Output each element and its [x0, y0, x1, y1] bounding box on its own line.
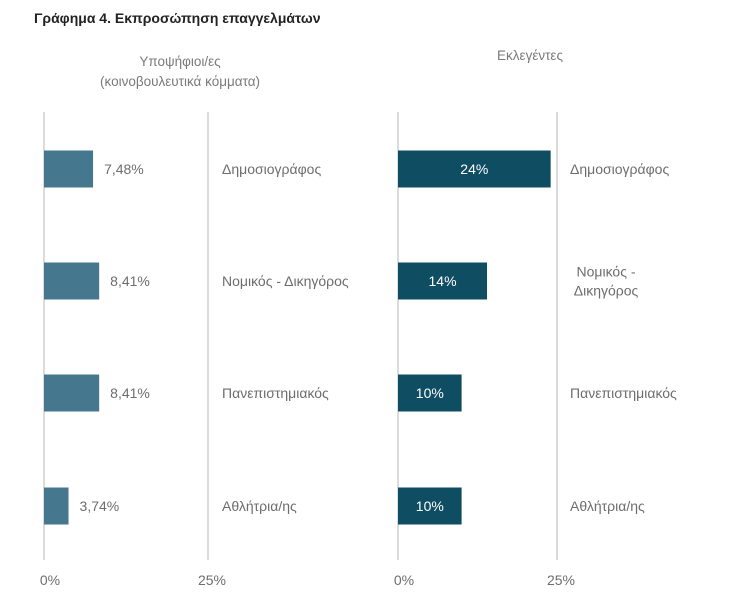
bar — [44, 487, 69, 525]
panel-title-line: Υποψήφιοι/ες — [139, 54, 221, 69]
category-label: Αθλήτρια/ης — [222, 498, 297, 514]
panel-title-line: Εκλεγέντες — [497, 48, 563, 63]
panel-title-candidates: Υποψήφιοι/ες (κοινοβουλευτικά κόμματα) — [60, 52, 300, 92]
category-label: Πανεπιστημιακός — [570, 385, 677, 401]
bar — [44, 150, 94, 188]
bar-value-label: 8,41% — [110, 273, 150, 289]
category-label: Δικηγόρος — [574, 283, 639, 299]
category-label: Δημοσιογράφος — [222, 161, 321, 177]
category-label: Δημοσιογράφος — [570, 161, 669, 177]
category-label: Αθλήτρια/ης — [570, 498, 645, 514]
bar-value-label: 3,74% — [80, 498, 120, 514]
bar — [398, 487, 462, 525]
bar-value-label: 24% — [460, 161, 488, 177]
bar — [44, 374, 100, 412]
bar — [398, 150, 551, 188]
tick-label: 25% — [547, 572, 575, 588]
category-label: Νομικός - Δικηγόρος — [222, 273, 349, 289]
figure-title: Γράφημα 4. Εκπροσώπηση επαγγελμάτων — [34, 10, 321, 26]
tick-label: 25% — [198, 572, 226, 588]
bar-value-label: 14% — [429, 273, 457, 289]
bar — [398, 262, 488, 300]
panel-title-elected: Εκλεγέντες — [420, 46, 640, 66]
bar-value-label: 10% — [416, 498, 444, 514]
bar-value-label: 7,48% — [104, 161, 144, 177]
category-label: Πανεπιστημιακός — [222, 385, 329, 401]
panel-title-line: (κοινοβουλευτικά κόμματα) — [99, 74, 261, 89]
bar — [44, 262, 100, 300]
bar-value-label: 8,41% — [110, 385, 150, 401]
tick-label: 0% — [394, 572, 414, 588]
bar-value-label: 10% — [416, 385, 444, 401]
bar — [398, 374, 462, 412]
tick-label: 0% — [40, 572, 60, 588]
category-label: Νομικός - — [577, 264, 636, 280]
